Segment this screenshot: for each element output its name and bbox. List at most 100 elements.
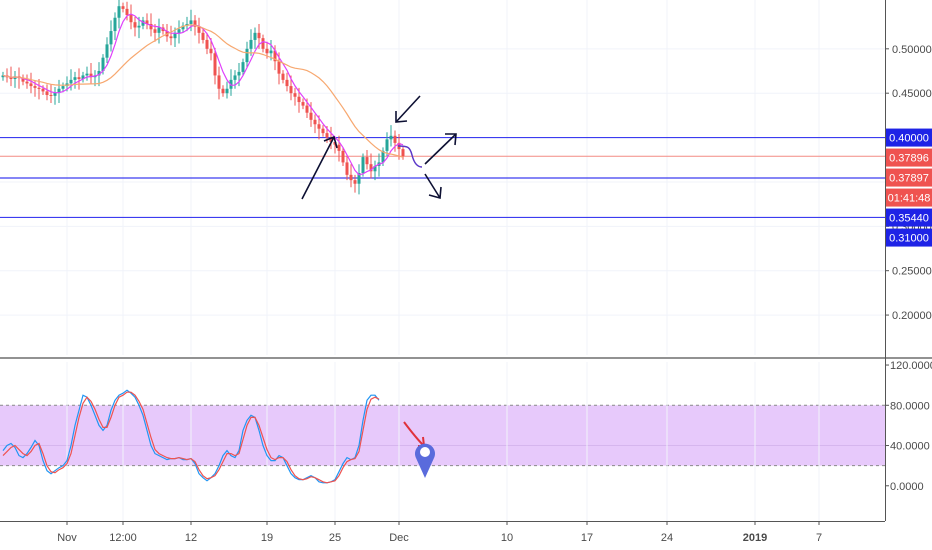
candle-body[interactable] bbox=[181, 25, 185, 30]
candle-body[interactable] bbox=[201, 32, 205, 40]
candle-body[interactable] bbox=[213, 53, 217, 76]
candle-body[interactable] bbox=[329, 137, 333, 142]
candle-body[interactable] bbox=[237, 71, 241, 76]
candle-body[interactable] bbox=[157, 27, 161, 33]
candle-body[interactable] bbox=[313, 119, 317, 125]
candle-body[interactable] bbox=[13, 76, 17, 79]
candle-body[interactable] bbox=[305, 105, 309, 113]
candle-body[interactable] bbox=[145, 20, 149, 24]
candle-body[interactable] bbox=[233, 75, 237, 80]
candle-body[interactable] bbox=[317, 124, 321, 129]
candle-body[interactable] bbox=[69, 79, 73, 84]
candle-body[interactable] bbox=[21, 78, 25, 82]
candle-body[interactable] bbox=[309, 112, 313, 120]
candle-body[interactable] bbox=[321, 128, 325, 134]
candle-body[interactable] bbox=[225, 88, 229, 94]
candle-body[interactable] bbox=[297, 96, 301, 103]
candle-body[interactable] bbox=[193, 20, 197, 27]
candle-body[interactable] bbox=[49, 94, 53, 96]
candle-body[interactable] bbox=[381, 150, 385, 163]
candle-body[interactable] bbox=[129, 15, 133, 23]
oscillator-axis[interactable]: 120.0000 80.0000 40.0000 0.0000 bbox=[885, 360, 932, 493]
candle-body[interactable] bbox=[89, 73, 93, 78]
horizontal-levels[interactable] bbox=[0, 136, 885, 219]
candle-body[interactable] bbox=[173, 32, 177, 39]
candle-body[interactable] bbox=[361, 157, 365, 174]
candle-body[interactable] bbox=[57, 88, 61, 93]
candle-body[interactable] bbox=[29, 83, 33, 87]
candle-body[interactable] bbox=[365, 157, 369, 165]
candle-body[interactable] bbox=[325, 133, 329, 138]
candle-body[interactable] bbox=[385, 139, 389, 151]
candle-body[interactable] bbox=[169, 36, 173, 39]
candle-body[interactable] bbox=[53, 92, 57, 96]
candle-body[interactable] bbox=[389, 135, 393, 140]
candle-body[interactable] bbox=[121, 6, 125, 9]
candle-body[interactable] bbox=[253, 32, 257, 40]
candle-body[interactable] bbox=[117, 6, 121, 18]
candle-body[interactable] bbox=[369, 164, 373, 172]
candle-body[interactable] bbox=[125, 8, 129, 16]
candle-body[interactable] bbox=[73, 77, 77, 80]
candle-body[interactable] bbox=[289, 86, 293, 94]
candle-body[interactable] bbox=[265, 48, 269, 54]
candle-body[interactable] bbox=[241, 62, 245, 72]
candle-body[interactable] bbox=[45, 91, 49, 95]
candle-body[interactable] bbox=[337, 144, 341, 151]
location-pin-icon[interactable] bbox=[415, 443, 435, 478]
candle-body[interactable] bbox=[9, 77, 13, 79]
drawings[interactable] bbox=[301, 95, 457, 478]
candle-body[interactable] bbox=[1, 75, 5, 78]
candle-body[interactable] bbox=[257, 32, 261, 39]
candle-body[interactable] bbox=[113, 17, 117, 32]
candle-body[interactable] bbox=[341, 150, 345, 163]
candle-body[interactable] bbox=[25, 81, 29, 84]
arrow-up-right-2[interactable] bbox=[424, 133, 457, 165]
candle-body[interactable] bbox=[61, 86, 65, 89]
candle-body[interactable] bbox=[249, 39, 253, 49]
candle-body[interactable] bbox=[141, 20, 145, 26]
candle-body[interactable] bbox=[221, 88, 225, 94]
candle-body[interactable] bbox=[269, 50, 273, 54]
candle-body[interactable] bbox=[281, 73, 285, 80]
candle-body[interactable] bbox=[105, 44, 109, 58]
candle-body[interactable] bbox=[133, 22, 137, 28]
candle-body[interactable] bbox=[357, 173, 361, 184]
candle-body[interactable] bbox=[41, 88, 45, 92]
candle-body[interactable] bbox=[189, 20, 193, 24]
candle-body[interactable] bbox=[209, 48, 213, 54]
candle-body[interactable] bbox=[285, 79, 289, 87]
candle-body[interactable] bbox=[261, 38, 265, 49]
candle-body[interactable] bbox=[401, 149, 405, 157]
candle-body[interactable] bbox=[177, 29, 181, 33]
candle-body[interactable] bbox=[245, 48, 249, 63]
candle-body[interactable] bbox=[85, 73, 89, 76]
candle-body[interactable] bbox=[33, 86, 37, 88]
candle-body[interactable] bbox=[205, 39, 209, 49]
time-axis[interactable]: Nov 12:00 12 19 25 Dec 10 17 24 2019 7 bbox=[57, 521, 822, 544]
projection-curve[interactable] bbox=[397, 145, 423, 168]
candle-body[interactable] bbox=[197, 26, 201, 33]
candle-body[interactable] bbox=[293, 93, 297, 97]
arrow-down-left[interactable] bbox=[395, 95, 421, 123]
candle-body[interactable] bbox=[109, 31, 113, 45]
candle-body[interactable] bbox=[217, 75, 221, 89]
candle-body[interactable] bbox=[97, 71, 101, 76]
candle-body[interactable] bbox=[301, 102, 305, 106]
candle-body[interactable] bbox=[77, 77, 81, 79]
candle-body[interactable] bbox=[149, 23, 153, 30]
arrow-up-right-1[interactable] bbox=[301, 135, 338, 200]
candle-body[interactable] bbox=[37, 87, 41, 89]
candle-body[interactable] bbox=[273, 50, 277, 62]
candle-body[interactable] bbox=[373, 165, 377, 172]
candle-body[interactable] bbox=[393, 135, 397, 143]
candle-body[interactable] bbox=[137, 25, 141, 28]
candle-body[interactable] bbox=[345, 162, 349, 175]
candle-body[interactable] bbox=[277, 61, 281, 74]
candle-body[interactable] bbox=[153, 29, 157, 33]
candle-body[interactable] bbox=[349, 174, 353, 181]
candle-body[interactable] bbox=[101, 57, 105, 71]
candle-body[interactable] bbox=[353, 180, 357, 184]
candle-body[interactable] bbox=[81, 75, 85, 79]
